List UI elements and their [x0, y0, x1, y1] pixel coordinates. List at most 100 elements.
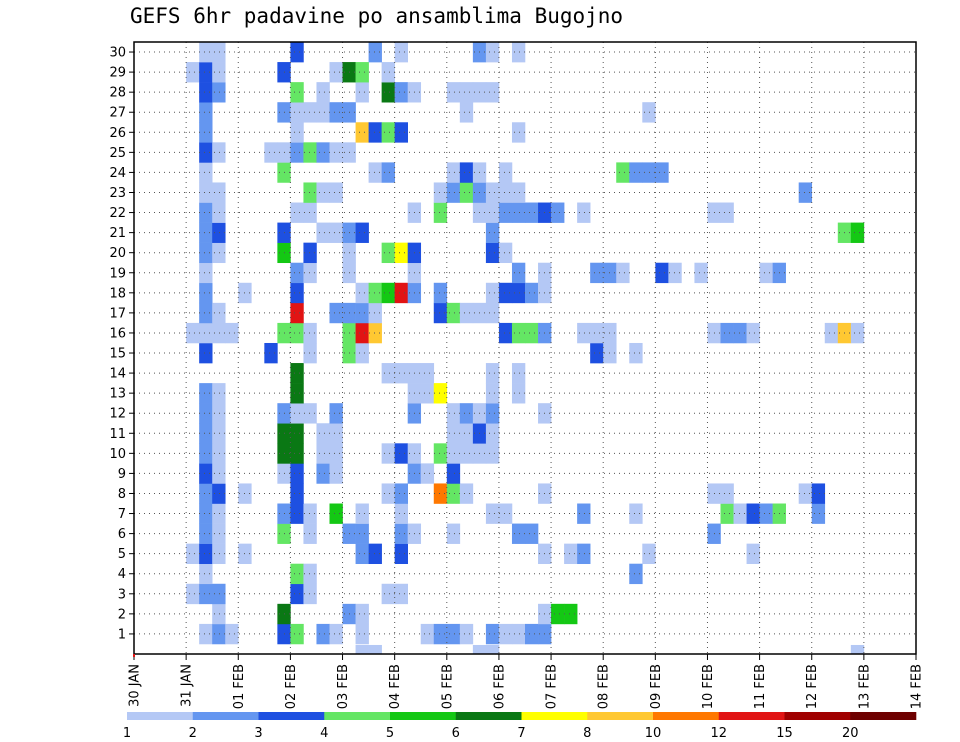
- heatmap-cell: [303, 242, 317, 264]
- heatmap-cell: [212, 62, 226, 83]
- heatmap-cell: [446, 523, 461, 544]
- heatmap-cell: [498, 162, 513, 183]
- heatmap-cell: [511, 182, 526, 203]
- heatmap-cell: [199, 403, 213, 424]
- heatmap-cell: [329, 222, 343, 243]
- heatmap-cell: [199, 262, 213, 284]
- heatmap-cell: [525, 322, 539, 344]
- heatmap-cell: [459, 483, 474, 504]
- heatmap-cell: [199, 503, 213, 524]
- heatmap-cell: [290, 42, 304, 63]
- heatmap-cell: [329, 503, 343, 524]
- heatmap-cell: [564, 543, 578, 565]
- heatmap-cell: [485, 403, 500, 424]
- heatmap-cell: [446, 162, 461, 183]
- heatmap-cell: [746, 322, 760, 344]
- heatmap-cell: [290, 302, 304, 324]
- heatmap-cell: [316, 102, 330, 123]
- heatmap-cell: [199, 302, 213, 324]
- heatmap-cell: [642, 102, 656, 123]
- colorbar-tick-label: 10: [645, 726, 662, 741]
- heatmap-cell: [446, 302, 461, 324]
- heatmap-cell: [446, 423, 461, 444]
- heatmap-cell: [199, 202, 213, 223]
- heatmap-cell: [381, 443, 395, 464]
- y-tick-label: 13: [109, 387, 126, 402]
- heatmap-cell: [485, 42, 500, 63]
- heatmap-cell: [446, 403, 461, 424]
- heatmap-cell: [290, 262, 304, 284]
- heatmap-cell: [642, 162, 656, 183]
- heatmap-cell: [759, 262, 773, 284]
- heatmap-cell: [290, 322, 304, 344]
- heatmap-cell: [186, 583, 200, 605]
- heatmap-cell: [394, 443, 408, 464]
- heatmap-cell: [368, 42, 382, 63]
- heatmap-cell: [511, 202, 526, 223]
- heatmap-cell: [199, 383, 213, 404]
- x-tick-label: 02 FEB: [284, 664, 299, 709]
- heatmap-cell: [446, 623, 461, 645]
- heatmap-cell: [655, 262, 669, 284]
- heatmap-cell: [446, 483, 461, 504]
- heatmap-cell: [564, 603, 578, 625]
- heatmap-cell: [355, 322, 369, 344]
- x-axis: 30 JAN 31 JAN 01 FEB 02 FEB 03 FEB 04 FEB 05 F…: [128, 654, 925, 709]
- y-tick-label: 17: [109, 306, 126, 321]
- colorbar-tick-label: 6: [452, 726, 460, 741]
- heatmap-cell: [290, 623, 304, 645]
- y-tick-label: 3: [118, 587, 126, 602]
- heatmap-cell: [290, 383, 304, 404]
- y-tick-label: 4: [118, 567, 126, 582]
- heatmap-cell: [511, 383, 526, 404]
- colorbar-swatch: [455, 712, 522, 720]
- heatmap-cell: [355, 282, 369, 304]
- x-tick-label: 12 FEB: [805, 664, 820, 709]
- heatmap-cell: [212, 443, 226, 464]
- heatmap-cell: [290, 403, 304, 424]
- heatmap-cell: [394, 583, 408, 605]
- heatmap-cell: [199, 483, 213, 504]
- x-tick-label: 11 FEB: [753, 664, 768, 709]
- heatmap-cell: [511, 322, 526, 344]
- colorbar-tick-label: 7: [517, 726, 525, 741]
- heatmap-cell: [303, 342, 317, 364]
- heatmap-cell: [459, 423, 474, 444]
- heatmap-cell: [212, 623, 226, 645]
- heatmap-cell: [303, 202, 317, 223]
- heatmap-cell: [212, 182, 226, 203]
- heatmap-cell: [394, 363, 408, 384]
- heatmap-cell: [199, 102, 213, 123]
- heatmap-cell: [186, 543, 200, 565]
- y-tick-label: 1: [118, 627, 126, 642]
- heatmap-cell: [381, 363, 395, 384]
- heatmap-cell: [498, 202, 513, 223]
- heatmap-cell: [290, 102, 304, 123]
- heatmap-cell: [329, 302, 343, 324]
- heatmap-cell: [446, 82, 461, 103]
- heatmap-cell: [290, 82, 304, 103]
- heatmap-cell: [629, 503, 643, 524]
- colorbar-swatch: [192, 712, 259, 720]
- heatmap-cell: [316, 222, 330, 243]
- heatmap-cell: [394, 82, 408, 103]
- heatmap-cell: [485, 82, 500, 103]
- x-tick-label: 14 FEB: [910, 664, 925, 709]
- heatmap-cell: [290, 483, 304, 504]
- heatmap-cell: [511, 42, 526, 63]
- heatmap-cell: [212, 322, 226, 344]
- heatmap-cell: [316, 443, 330, 464]
- heatmap-cell: [199, 162, 213, 183]
- heatmap-cell: [303, 262, 317, 284]
- heatmap-cell: [199, 182, 213, 203]
- heatmap-cell: [355, 82, 369, 103]
- y-tick-label: 15: [109, 347, 126, 362]
- heatmap-cell: [394, 282, 408, 304]
- heatmap-cell: [199, 282, 213, 304]
- heatmap-cell: [212, 503, 226, 524]
- y-tick-label: 20: [109, 246, 126, 261]
- heatmap-cell: [199, 122, 213, 143]
- heatmap-cell: [433, 302, 448, 324]
- heatmap-cell: [459, 443, 474, 464]
- heatmap-cell: [199, 342, 213, 364]
